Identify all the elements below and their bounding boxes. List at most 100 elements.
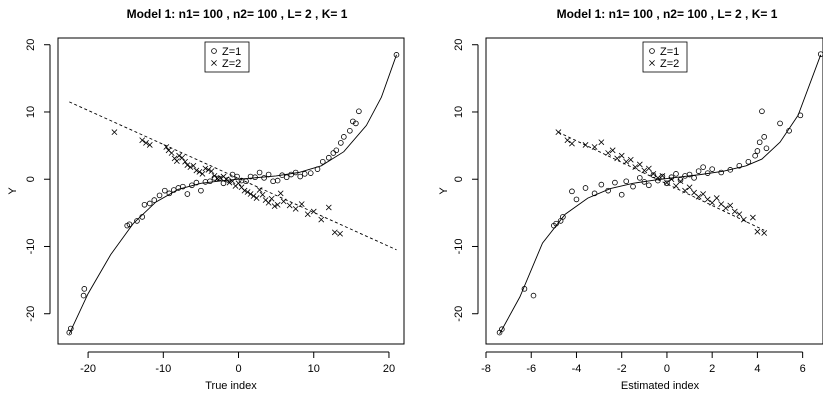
data-point-circle: [521, 286, 528, 292]
data-point-cross: [591, 144, 598, 150]
legend-cross-marker: [211, 60, 217, 66]
data-point-cross: [713, 195, 720, 201]
data-point-cross: [632, 164, 639, 171]
x-axis-label: True index: [205, 380, 257, 392]
data-point-cross: [636, 161, 643, 168]
plot-area: [496, 51, 823, 336]
data-point-circle: [151, 197, 158, 203]
data-point-circle: [297, 173, 304, 180]
data-point-circle: [641, 179, 648, 185]
data-point-circle: [202, 179, 209, 185]
data-point-circle: [499, 326, 505, 333]
legend: Z=1Z=2: [642, 41, 688, 73]
fit-line-z1: [499, 54, 822, 335]
data-point-cross: [682, 187, 688, 194]
data-point-circle: [270, 178, 276, 185]
data-point-cross: [196, 168, 203, 175]
y-tick-label: 20: [453, 39, 465, 51]
data-point-circle: [166, 190, 173, 197]
data-point-circle: [265, 171, 272, 178]
data-point-cross: [564, 137, 571, 144]
y-tick-label: 10: [453, 106, 465, 118]
y-tick-label: 0: [453, 176, 465, 182]
data-point-circle: [341, 134, 347, 140]
data-point-circle: [569, 188, 575, 195]
data-point-cross: [184, 162, 191, 168]
data-point-cross: [337, 230, 343, 237]
x-tick-label: -2: [617, 363, 627, 375]
x-axis: -20 -10 0 10 20: [80, 351, 395, 375]
data-point-cross: [754, 228, 761, 235]
data-point-cross: [226, 179, 233, 186]
data-point-circle: [650, 172, 657, 178]
data-point-circle: [664, 180, 670, 187]
data-point-circle: [763, 145, 770, 152]
y-axis: -20 -10 0 10 20: [453, 39, 479, 322]
data-point-cross: [247, 191, 254, 197]
data-point-circle: [356, 108, 362, 115]
legend-label: Z=2: [660, 58, 679, 70]
data-point-cross: [292, 205, 299, 212]
data-point-cross: [205, 166, 212, 173]
data-point-circle: [598, 181, 605, 188]
data-point-cross: [244, 189, 251, 195]
data-point-cross: [250, 193, 257, 199]
y-axis-label: Y: [438, 187, 450, 195]
data-point-circle: [754, 148, 761, 154]
data-point-circle: [283, 174, 290, 181]
data-point-circle: [314, 166, 321, 172]
legend-circle-marker: [211, 48, 217, 54]
data-point-cross: [298, 201, 305, 207]
legend-cross-marker: [649, 60, 655, 66]
data-point-cross: [199, 170, 206, 177]
data-point-circle: [347, 128, 353, 134]
data-point-cross: [677, 178, 684, 185]
legend-label: Z=2: [222, 58, 241, 70]
data-point-circle: [80, 292, 87, 299]
data-point-cross: [722, 205, 729, 212]
data-point-circle: [646, 182, 652, 189]
data-point-circle: [141, 201, 148, 208]
data-point-cross: [325, 204, 332, 211]
data-point-circle: [243, 178, 249, 185]
data-point-circle: [139, 214, 146, 220]
legend-box: [642, 41, 688, 73]
y-axis-label: Y: [7, 187, 19, 195]
data-point-cross: [187, 164, 194, 171]
data-point-circle: [797, 112, 804, 119]
data-point-circle: [582, 185, 589, 191]
legend: Z=1Z=2: [204, 41, 250, 73]
data-point-cross: [202, 165, 209, 172]
data-point-cross: [163, 144, 170, 150]
data-point-circle: [330, 150, 337, 156]
data-point-circle: [134, 218, 140, 224]
data-point-circle: [700, 164, 706, 170]
data-point-circle: [288, 171, 294, 178]
data-point-circle: [292, 169, 299, 176]
data-point-cross: [256, 187, 263, 193]
series-z2: [555, 129, 768, 236]
data-point-circle: [727, 167, 734, 173]
data-point-circle: [709, 166, 715, 172]
data-point-circle: [189, 182, 195, 189]
data-point-cross: [331, 229, 338, 236]
data-point-cross: [229, 178, 236, 185]
data-point-cross: [569, 140, 575, 147]
data-point-circle: [752, 152, 758, 159]
data-point-cross: [664, 179, 670, 186]
data-point-circle: [605, 187, 611, 194]
data-point-circle: [353, 120, 359, 127]
data-point-cross: [190, 162, 197, 169]
data-point-circle: [560, 214, 566, 220]
data-point-circle: [761, 134, 767, 140]
data-point-cross: [143, 140, 149, 146]
data-point-circle: [612, 179, 618, 186]
data-point-cross: [173, 158, 180, 164]
legend-circle-marker: [649, 48, 655, 54]
x-axis-label: Estimated index: [621, 380, 700, 392]
data-point-circle: [530, 292, 537, 299]
data-point-cross: [695, 193, 702, 200]
data-point-cross: [253, 195, 260, 201]
data-point-circle: [736, 162, 743, 169]
data-point-cross: [179, 154, 185, 161]
